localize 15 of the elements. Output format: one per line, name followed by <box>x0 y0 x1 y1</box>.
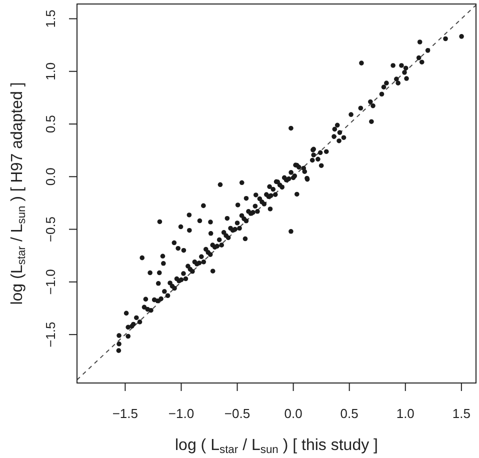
y-tick-label: 1.0 <box>43 62 58 80</box>
x-tick-label: 1.5 <box>452 406 470 421</box>
x-tick-label: 1.0 <box>396 406 414 421</box>
x-tick-label: 0.0 <box>284 406 302 421</box>
x-tick-label: 0.5 <box>340 406 358 421</box>
x-tick-label: −1.0 <box>168 406 194 421</box>
y-tick-label: 0.5 <box>43 114 58 134</box>
x-tick-label: −0.5 <box>224 406 250 421</box>
x-axis-title: log ( L$_{star}$ / L$_{sun}$ ) [ this study ] <box>175 437 378 456</box>
y-tick-label: 0.0 <box>43 168 58 186</box>
y-tick-label: −1.5 <box>43 322 58 348</box>
y-tick-label: 1.5 <box>43 10 58 28</box>
y-tick-label: −1.0 <box>43 269 58 295</box>
y-tick-label: −0.5 <box>43 216 58 242</box>
x-tick-label: −1.5 <box>112 406 138 421</box>
